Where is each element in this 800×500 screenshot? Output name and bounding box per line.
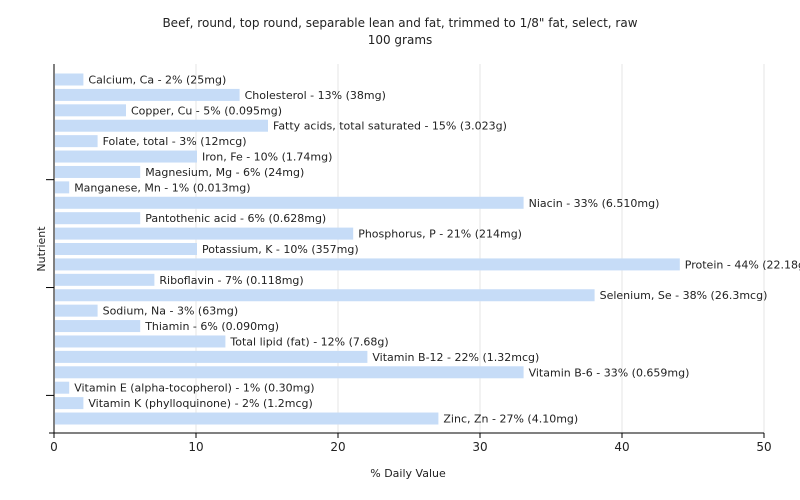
bar-label-2: Copper, Cu - 5% (0.095mg) bbox=[131, 104, 282, 117]
x-tick-label-10: 10 bbox=[188, 440, 203, 454]
axes: 0 10 20 30 40 50 bbox=[46, 64, 772, 454]
bar-14 bbox=[55, 289, 595, 302]
bar-13 bbox=[55, 273, 155, 286]
bar-label-15: Sodium, Na - 3% (63mg) bbox=[103, 305, 239, 318]
bar-17 bbox=[55, 335, 226, 348]
bar-20 bbox=[55, 381, 70, 394]
bar-15 bbox=[55, 304, 98, 317]
bar-8 bbox=[55, 196, 524, 209]
bar-2 bbox=[55, 104, 126, 117]
y-axis-label: Nutrient bbox=[35, 226, 48, 272]
bar-16 bbox=[55, 320, 141, 333]
bar-label-1: Cholesterol - 13% (38mg) bbox=[245, 89, 386, 102]
bar-0 bbox=[55, 73, 84, 86]
x-tick-label-40: 40 bbox=[614, 440, 629, 454]
bar-label-7: Manganese, Mn - 1% (0.013mg) bbox=[74, 181, 250, 194]
bar-11 bbox=[55, 243, 197, 256]
bar-label-5: Iron, Fe - 10% (1.74mg) bbox=[202, 151, 332, 164]
bar-19 bbox=[55, 366, 524, 379]
bar-18 bbox=[55, 350, 368, 363]
bar-label-0: Calcium, Ca - 2% (25mg) bbox=[88, 74, 226, 87]
chart-subtitle: 100 grams bbox=[368, 33, 433, 47]
bar-label-3: Fatty acids, total saturated - 15% (3.02… bbox=[273, 120, 507, 133]
bar-label-16: Thiamin - 6% (0.090mg) bbox=[144, 320, 279, 333]
bar-label-17: Total lipid (fat) - 12% (7.68g) bbox=[229, 335, 388, 348]
bar-10 bbox=[55, 227, 354, 240]
x-tick-label-30: 30 bbox=[472, 440, 487, 454]
bar-label-8: Niacin - 33% (6.510mg) bbox=[529, 197, 660, 210]
bars: Calcium, Ca - 2% (25mg) Cholesterol - 13%… bbox=[55, 73, 800, 426]
bar-label-22: Zinc, Zn - 27% (4.10mg) bbox=[443, 413, 578, 426]
bar-label-14: Selenium, Se - 38% (26.3mcg) bbox=[600, 289, 768, 302]
bar-7 bbox=[55, 181, 70, 194]
bar-22 bbox=[55, 412, 439, 425]
bar-label-12: Protein - 44% (22.18g) bbox=[685, 258, 800, 271]
bar-label-19: Vitamin B-6 - 33% (0.659mg) bbox=[529, 366, 690, 379]
bar-label-4: Folate, total - 3% (12mcg) bbox=[103, 135, 247, 148]
x-tick-label-50: 50 bbox=[756, 440, 771, 454]
bar-label-11: Potassium, K - 10% (357mg) bbox=[202, 243, 359, 256]
x-tick-label-20: 20 bbox=[330, 440, 345, 454]
bar-6 bbox=[55, 165, 141, 178]
bar-12 bbox=[55, 258, 680, 271]
bar-label-9: Pantothenic acid - 6% (0.628mg) bbox=[145, 212, 326, 225]
x-axis-label: % Daily Value bbox=[370, 467, 446, 480]
bar-21 bbox=[55, 397, 84, 410]
bar-label-20: Vitamin E (alpha-tocopherol) - 1% (0.30m… bbox=[74, 382, 314, 395]
bar-label-13: Riboflavin - 7% (0.118mg) bbox=[159, 274, 303, 287]
x-tick-label-0: 0 bbox=[50, 440, 58, 454]
bar-5 bbox=[55, 150, 197, 163]
bar-label-18: Vitamin B-12 - 22% (1.32mcg) bbox=[372, 351, 539, 364]
bar-label-21: Vitamin K (phylloquinone) - 2% (1.2mcg) bbox=[88, 397, 312, 410]
bar-label-6: Magnesium, Mg - 6% (24mg) bbox=[145, 166, 304, 179]
bar-1 bbox=[55, 88, 240, 101]
bar-4 bbox=[55, 135, 98, 148]
bar-3 bbox=[55, 119, 268, 132]
chart-title: Beef, round, top round, separable lean a… bbox=[162, 16, 637, 30]
bar-9 bbox=[55, 212, 141, 225]
bar-label-10: Phosphorus, P - 21% (214mg) bbox=[358, 228, 522, 241]
